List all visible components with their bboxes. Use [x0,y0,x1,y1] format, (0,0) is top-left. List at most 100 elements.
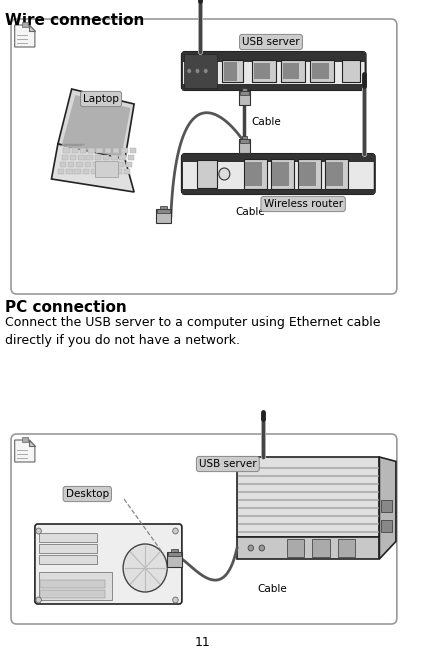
Circle shape [123,544,167,592]
Circle shape [173,597,178,603]
Bar [39,533,97,542]
Bar [39,555,97,564]
Bar [39,572,112,600]
Bar [182,189,375,194]
Bar [182,154,375,162]
Bar [108,169,114,174]
Circle shape [36,528,41,534]
Bar [128,155,134,160]
Polygon shape [62,95,130,157]
Bar [287,539,304,557]
Bar [22,22,27,27]
Bar [240,91,249,95]
Bar [157,209,170,213]
Bar [86,155,93,160]
Bar [239,91,250,105]
Circle shape [259,545,264,551]
Polygon shape [15,440,35,462]
Bar [74,169,81,174]
FancyBboxPatch shape [11,19,397,294]
Bar [62,155,68,160]
Bar [168,551,181,555]
Bar [283,63,299,78]
Bar [241,88,247,91]
Bar [197,160,217,188]
Text: USB server: USB server [242,37,300,47]
Bar [117,162,124,167]
Text: Wire connection: Wire connection [4,13,144,28]
Bar [240,139,249,143]
Bar [88,148,95,153]
Bar [63,148,70,153]
Bar [111,155,117,160]
Bar [40,590,105,598]
Bar [272,162,289,186]
FancyBboxPatch shape [182,52,365,90]
Text: Cable: Cable [252,117,281,127]
Bar [68,162,74,167]
Circle shape [173,528,178,534]
Polygon shape [29,440,35,446]
Circle shape [203,69,208,73]
Bar [116,169,122,174]
Bar [312,63,329,78]
Bar [124,169,130,174]
Polygon shape [237,457,379,537]
Bar [342,60,360,82]
Bar [91,169,97,174]
Bar [156,209,171,223]
Bar [167,551,182,566]
Bar [326,162,343,186]
Polygon shape [15,25,35,47]
Bar [120,155,126,160]
Polygon shape [237,537,379,559]
Bar [99,169,105,174]
Text: Laptop: Laptop [83,94,119,104]
Bar [121,148,128,153]
Circle shape [219,168,230,180]
Bar [338,539,355,557]
Text: Wireless router: Wireless router [264,199,343,209]
Bar [58,169,64,174]
Polygon shape [29,25,35,31]
Bar [39,544,97,553]
Bar [103,155,109,160]
Bar [252,60,276,82]
Bar [109,162,116,167]
Bar [72,148,78,153]
Bar [70,155,76,160]
Bar [113,148,120,153]
Bar [184,54,217,88]
Bar [60,162,66,167]
Bar [95,155,101,160]
Bar [22,437,27,442]
Bar [298,159,321,189]
Bar [224,61,237,80]
FancyBboxPatch shape [35,524,182,604]
FancyBboxPatch shape [11,434,397,624]
Bar [83,169,89,174]
Text: Cable: Cable [257,584,287,594]
Bar [239,139,250,153]
Bar [281,60,305,82]
Bar [311,60,334,82]
Bar [171,549,178,551]
Text: Connect the USB server to a computer using Ethernet cable
directly if you do not: Connect the USB server to a computer usi… [4,316,380,347]
Bar [160,206,167,209]
Bar [381,520,392,532]
Bar [245,162,262,186]
Bar [95,161,117,177]
Bar [325,159,348,189]
Bar [244,159,267,189]
Bar [381,500,392,512]
Bar [129,148,136,153]
Bar [299,162,316,186]
Text: 11: 11 [195,636,211,649]
Bar [93,162,99,167]
Circle shape [187,69,191,73]
Bar [80,148,86,153]
Bar [40,580,105,588]
Circle shape [248,545,253,551]
Polygon shape [51,144,134,192]
Bar [105,148,111,153]
